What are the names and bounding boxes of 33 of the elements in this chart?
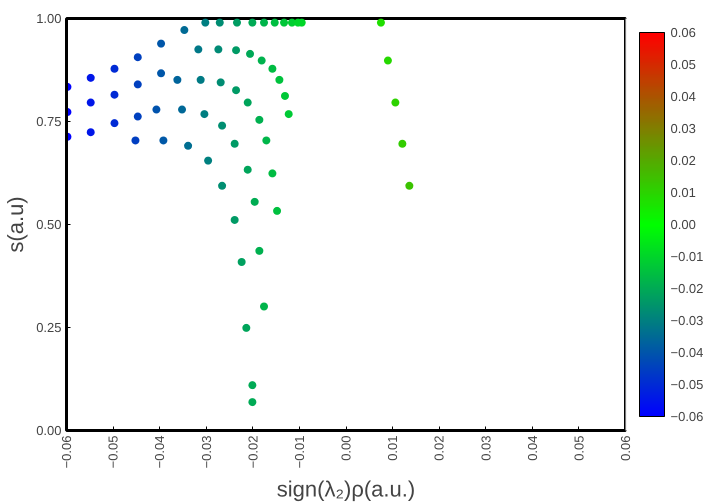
y-tick-label: 0.50 <box>36 217 62 232</box>
y-tick-label: 0.75 <box>36 114 62 129</box>
color-bar-label: 0.00 <box>670 217 696 232</box>
color-bar-label: −0.01 <box>670 249 704 264</box>
x-tick-label: 0.03 <box>478 435 494 461</box>
x-tick-label: −0.02 <box>245 435 260 468</box>
x-tick-label: 0.05 <box>571 435 586 461</box>
color-bar-label: −0.06 <box>670 409 704 424</box>
color-bar-label: 0.02 <box>670 153 696 168</box>
y-tick-label: 1.00 <box>36 11 62 26</box>
x-tick-label: −0.06 <box>59 435 74 468</box>
y-tick-label: 0.00 <box>36 423 62 438</box>
y-tick-label: 0.25 <box>36 320 62 335</box>
x-axis-title: sign(λ₂)ρ(a.u.) <box>276 476 416 502</box>
x-tick-label: −0.05 <box>106 435 121 468</box>
x-tick-label: 0.00 <box>338 435 354 461</box>
x-tick-label: −0.01 <box>292 435 307 468</box>
x-tick-label: 0.04 <box>524 435 540 461</box>
color-bar-label: 0.04 <box>670 89 696 104</box>
color-bar-label: −0.03 <box>670 313 704 328</box>
x-tick-label: −0.03 <box>198 435 214 468</box>
y-axis-title: s(a.u) <box>3 196 28 253</box>
x-tick-label: 0.01 <box>385 435 400 461</box>
color-bar-label: −0.05 <box>670 377 704 392</box>
x-tick-label: 0.02 <box>432 435 447 461</box>
color-bar-label: 0.03 <box>670 121 696 136</box>
x-tick-label: −0.04 <box>152 435 168 468</box>
color-bar-label: −0.02 <box>670 281 704 296</box>
color-bar-label: 0.06 <box>670 25 696 40</box>
color-bar-label: −0.04 <box>670 345 704 360</box>
x-tick-label: 0.06 <box>618 435 633 461</box>
color-bar-label: 0.05 <box>670 57 696 72</box>
color-bar-label: 0.01 <box>670 185 696 200</box>
